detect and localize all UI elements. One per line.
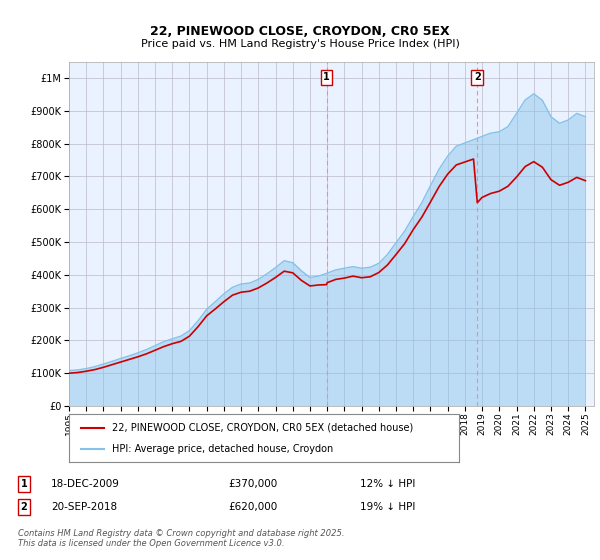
Text: Contains HM Land Registry data © Crown copyright and database right 2025.
This d: Contains HM Land Registry data © Crown c…: [18, 529, 344, 548]
Text: HPI: Average price, detached house, Croydon: HPI: Average price, detached house, Croy…: [112, 444, 333, 454]
Text: 1: 1: [323, 72, 330, 82]
Text: 12% ↓ HPI: 12% ↓ HPI: [360, 479, 415, 489]
Text: £620,000: £620,000: [228, 502, 277, 512]
Text: 22, PINEWOOD CLOSE, CROYDON, CR0 5EX: 22, PINEWOOD CLOSE, CROYDON, CR0 5EX: [150, 25, 450, 38]
Text: 22, PINEWOOD CLOSE, CROYDON, CR0 5EX (detached house): 22, PINEWOOD CLOSE, CROYDON, CR0 5EX (de…: [112, 423, 413, 433]
Text: £370,000: £370,000: [228, 479, 277, 489]
Text: 1: 1: [20, 479, 28, 489]
Text: Price paid vs. HM Land Registry's House Price Index (HPI): Price paid vs. HM Land Registry's House …: [140, 39, 460, 49]
Text: 18-DEC-2009: 18-DEC-2009: [51, 479, 120, 489]
Text: 2: 2: [474, 72, 481, 82]
Text: 2: 2: [20, 502, 28, 512]
Text: 20-SEP-2018: 20-SEP-2018: [51, 502, 117, 512]
Text: 19% ↓ HPI: 19% ↓ HPI: [360, 502, 415, 512]
